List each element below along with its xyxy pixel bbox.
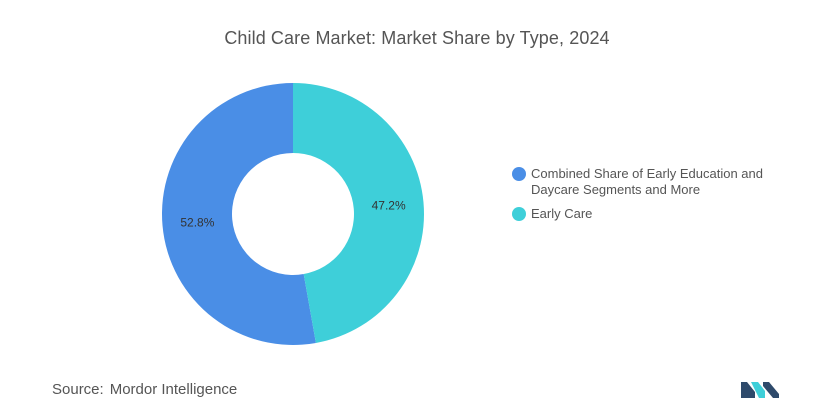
legend-label-combined: Combined Share of Early Education and Da… (531, 166, 763, 198)
data-label-early-care: 47.2% (372, 199, 406, 213)
legend-item-early-care[interactable]: Early Care (512, 206, 812, 222)
legend-item-combined[interactable]: Combined Share of Early Education and Da… (512, 166, 812, 198)
data-label-combined: 52.8% (180, 215, 214, 229)
source-prefix: Source: (52, 381, 104, 398)
donut-slice-combined[interactable] (161, 83, 316, 345)
chart-title: Child Care Market: Market Share by Type,… (224, 28, 610, 48)
logo-shape-middle (751, 382, 765, 398)
legend: Combined Share of Early Education and Da… (512, 166, 812, 230)
legend-swatch-early-care (512, 207, 526, 221)
logo-shape-left (741, 382, 755, 398)
source-note: Source: Mordor Intelligence (52, 381, 237, 398)
mordor-intelligence-logo-icon (741, 382, 779, 398)
logo-shape-right (763, 382, 779, 398)
legend-label-combined-line2: Daycare Segments and More (531, 182, 701, 197)
source-name: Mordor Intelligence (109, 381, 238, 398)
legend-label-combined-line1: Combined Share of Early Education and (531, 166, 763, 181)
donut-slice-early-care[interactable] (293, 83, 424, 343)
legend-swatch-combined (512, 167, 526, 181)
legend-label-early-care: Early Care (531, 206, 593, 221)
